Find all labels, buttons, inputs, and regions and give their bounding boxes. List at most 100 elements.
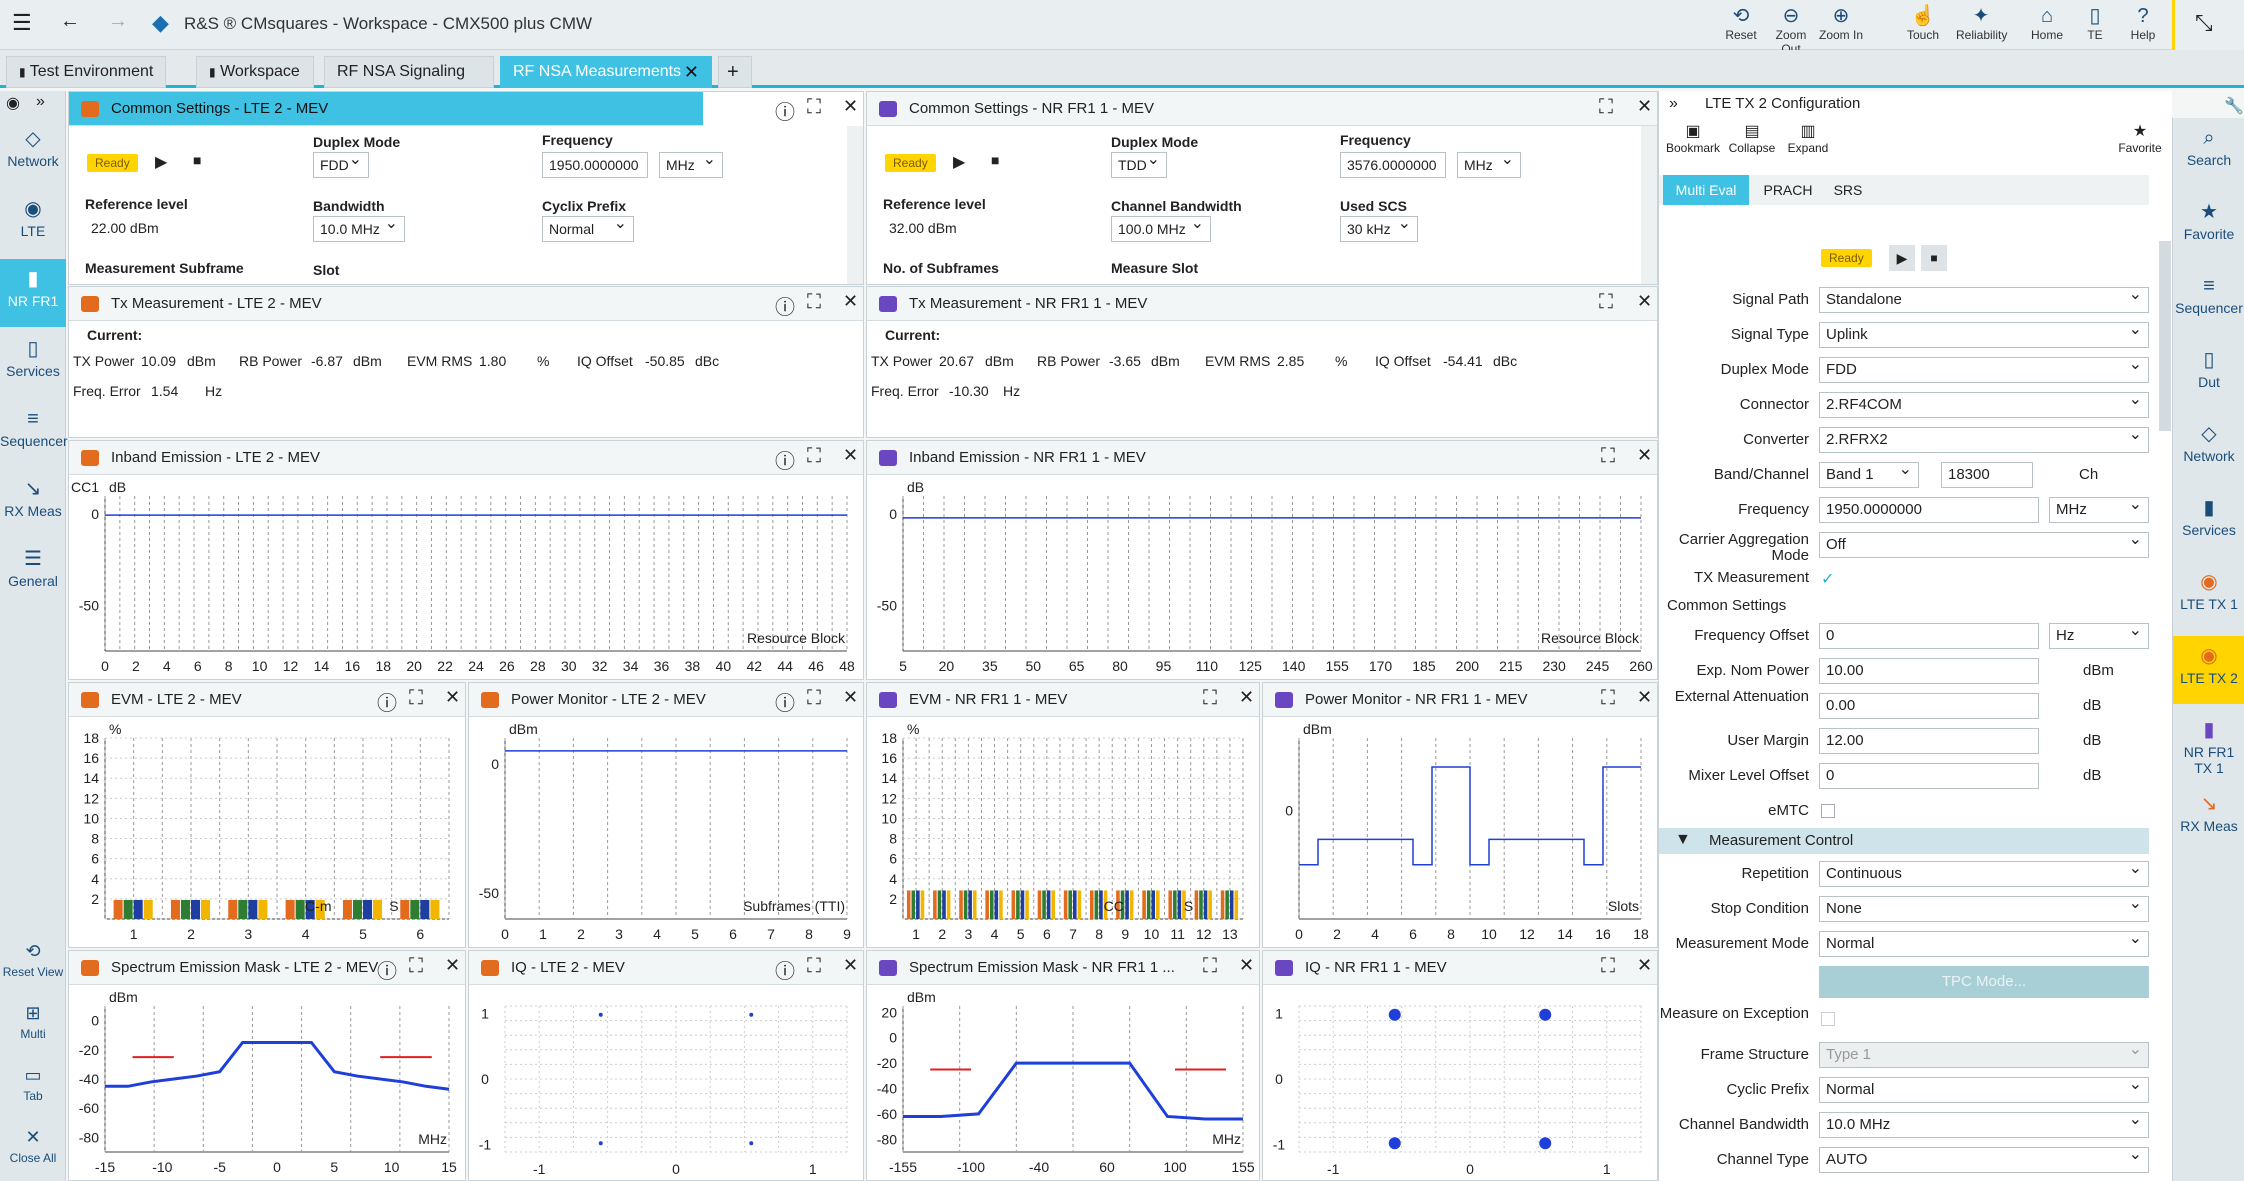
panel-header[interactable]: Spectrum Emission Mask - LTE 2 - MEV <box>69 951 465 985</box>
panel-header[interactable]: IQ - NR FR1 1 - MEV <box>1263 951 1657 985</box>
duplex-mode-select[interactable]: FDD <box>313 148 369 178</box>
nav-item-services[interactable]: ▮ Services <box>2173 488 2244 556</box>
measurement-control-header[interactable]: ▼ Measurement Control <box>1659 828 2149 854</box>
maximize-icon[interactable]: ⛶ <box>409 955 423 977</box>
maximize-icon[interactable]: ⛶ <box>1601 687 1615 709</box>
back-icon[interactable]: ← <box>60 10 80 32</box>
maximize-icon[interactable]: ⛶ <box>1599 96 1613 118</box>
close-icon[interactable]: ✕ <box>1637 291 1653 311</box>
carrier-aggregation-select[interactable]: Off <box>1819 528 2149 558</box>
used-scs-select[interactable]: 30 kHz <box>1340 212 1418 242</box>
stop-condition-select[interactable]: None <box>1819 892 2149 922</box>
scrollbar[interactable] <box>1641 126 1657 284</box>
nav-item-dut[interactable]: ▯ Dut <box>2173 340 2244 408</box>
expand-button[interactable]: ▥ Expand <box>1783 121 1833 155</box>
help-icon[interactable]: ⓘ <box>377 961 397 983</box>
collapse-corner[interactable]: ⤡ <box>2172 0 2244 50</box>
close-icon[interactable]: ✕ <box>445 687 461 707</box>
tab-rf-nsa-signaling[interactable]: RF NSA Signaling <box>324 56 494 88</box>
channel-input[interactable]: 18300 <box>1941 462 2033 488</box>
frequency-input[interactable]: 1950.0000000 <box>542 152 648 178</box>
nav-item-rx-meas[interactable]: ↘ RX Meas <box>0 469 66 537</box>
tab-workspace[interactable]: ▮ Workspace <box>196 56 314 88</box>
play-icon[interactable]: ▶ <box>155 154 168 171</box>
close-icon[interactable]: ✕ <box>1637 445 1653 465</box>
measure-on-exception-checkbox[interactable] <box>1821 1012 1835 1026</box>
help-icon[interactable]: ⓘ <box>377 693 397 715</box>
eye-icon[interactable]: ◉ <box>6 95 20 112</box>
add-tab-button[interactable]: + <box>718 56 752 88</box>
nav-item-network[interactable]: ◇ Network <box>0 119 66 187</box>
close-icon[interactable]: ✕ <box>843 955 859 975</box>
close-icon[interactable]: ✕ <box>843 445 859 465</box>
frequency-unit-select[interactable]: MHz <box>2049 493 2149 523</box>
nav-item-search[interactable]: ⌕ Search <box>2173 118 2244 186</box>
tab-prach[interactable]: PRACH <box>1763 182 1813 198</box>
signal-type-select[interactable]: Uplink <box>1819 318 2149 348</box>
measurement-mode-select[interactable]: Normal <box>1819 927 2149 957</box>
zoom-in-button[interactable]: ⊕ Zoom In <box>1816 4 1866 46</box>
external-attenuation-input[interactable]: 0.00 <box>1819 693 2039 719</box>
wrench-icon[interactable]: 🔧 <box>2224 98 2244 115</box>
close-icon[interactable]: ✕ <box>1239 687 1255 707</box>
nav-item-services[interactable]: ▯ Services <box>0 329 66 397</box>
frequency-offset-input[interactable]: 0 <box>1819 623 2039 649</box>
stop-button[interactable]: ■ <box>1921 245 1947 271</box>
nav-item-lte-tx-1[interactable]: ◉ LTE TX 1 <box>2173 562 2244 630</box>
nav-item-general[interactable]: ☰ General <box>0 539 66 607</box>
close-icon[interactable]: ✕ <box>843 687 859 707</box>
signal-path-select[interactable]: Standalone <box>1819 283 2149 313</box>
frequency-unit-select[interactable]: MHz <box>659 148 723 178</box>
stop-icon[interactable]: ■ <box>991 152 1000 168</box>
tab-test-environment[interactable]: ▮ Test Environment <box>6 56 166 88</box>
panel-header[interactable]: Tx Measurement - NR FR1 1 - MEV <box>867 287 1657 321</box>
tpc-mode-button[interactable]: TPC Mode... <box>1819 966 2149 998</box>
scrollbar[interactable] <box>2159 241 2171 431</box>
reliability-button[interactable]: ✦ Reliability <box>1956 4 2007 46</box>
close-icon[interactable]: ✕ <box>1637 955 1653 975</box>
mixer-level-offset-input[interactable]: 0 <box>1819 763 2039 789</box>
close-icon[interactable]: ✕ <box>683 62 699 82</box>
cyclic-prefix-select[interactable]: Normal <box>542 212 634 242</box>
tx-measurement-checkbox[interactable]: ✓ <box>1821 571 1835 588</box>
cyclic-prefix-select[interactable]: Normal <box>1819 1073 2149 1103</box>
panel-header[interactable]: Power Monitor - NR FR1 1 - MEV <box>1263 683 1657 717</box>
nav-close-all-button[interactable]: ✕ Close All <box>0 1117 66 1181</box>
converter-select[interactable]: 2.RFRX2 <box>1819 423 2149 453</box>
maximize-icon[interactable]: ⛶ <box>1203 687 1217 709</box>
maximize-icon[interactable]: ⛶ <box>807 445 821 467</box>
reset-button[interactable]: ⟲ Reset <box>1716 4 1766 46</box>
panel-header[interactable]: Inband Emission - LTE 2 - MEV <box>69 441 863 475</box>
close-icon[interactable]: ✕ <box>1637 96 1653 116</box>
double-chevron-icon[interactable]: » <box>36 93 45 110</box>
emtc-checkbox[interactable] <box>1821 804 1835 818</box>
scrollbar[interactable] <box>847 126 863 284</box>
maximize-icon[interactable]: ⛶ <box>807 687 821 709</box>
panel-header[interactable]: Power Monitor - LTE 2 - MEV <box>469 683 863 717</box>
te-button[interactable]: ▯ TE <box>2070 4 2120 46</box>
duplex-mode-select[interactable]: FDD <box>1819 353 2149 383</box>
run-button[interactable]: ▶ <box>1889 245 1915 271</box>
nav-reset-view-button[interactable]: ⟲ Reset View <box>0 931 66 999</box>
double-chevron-icon[interactable]: » <box>1669 95 1678 112</box>
help-icon[interactable]: ⓘ <box>775 297 795 319</box>
nav-item-nr-fr1-tx-1[interactable]: ▮ NR FR1 TX 1 <box>2173 710 2244 778</box>
unit-select[interactable]: Hz <box>2049 619 2149 649</box>
collapse-button[interactable]: ▤ Collapse <box>1727 121 1777 155</box>
close-icon[interactable]: ✕ <box>445 955 461 975</box>
panel-header[interactable]: Common Settings - LTE 2 - MEV <box>69 92 703 126</box>
maximize-icon[interactable]: ⛶ <box>1601 955 1615 977</box>
panel-header[interactable]: EVM - NR FR1 1 - MEV <box>867 683 1259 717</box>
nav-item-sequencer[interactable]: ≡ Sequencer <box>0 399 68 467</box>
stop-icon[interactable]: ■ <box>193 152 202 168</box>
nav-item-rx-meas[interactable]: ↘ RX Meas <box>2173 784 2244 852</box>
close-icon[interactable]: ✕ <box>1239 955 1255 975</box>
zoom-out-button[interactable]: ⊖ Zoom Out <box>1766 4 1816 56</box>
help-icon[interactable]: ⓘ <box>775 693 795 715</box>
panel-header[interactable]: Tx Measurement - LTE 2 - MEV <box>69 287 863 321</box>
channel-bandwidth-select[interactable]: 100.0 MHz <box>1111 212 1211 242</box>
help-icon[interactable]: ⓘ <box>775 451 795 473</box>
forward-icon[interactable]: → <box>108 10 128 32</box>
bookmark-button[interactable]: ▣ Bookmark <box>1663 121 1723 155</box>
frequency-input[interactable]: 3576.0000000 <box>1340 152 1446 178</box>
